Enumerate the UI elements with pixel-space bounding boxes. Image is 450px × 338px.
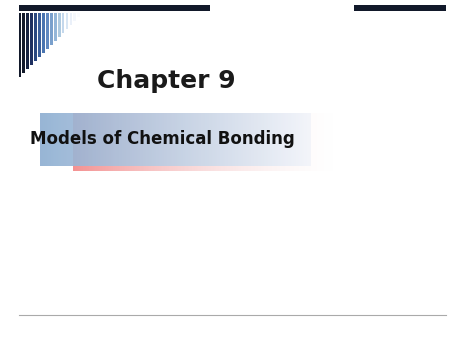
- Bar: [34, 13, 37, 61]
- Bar: [42, 13, 45, 53]
- Bar: [54, 13, 57, 41]
- Bar: [46, 13, 49, 49]
- Bar: [62, 13, 64, 33]
- Bar: [22, 13, 25, 73]
- Bar: [27, 13, 29, 69]
- Text: Chapter 9: Chapter 9: [97, 69, 236, 93]
- Bar: [354, 5, 446, 11]
- Bar: [77, 13, 80, 17]
- Bar: [18, 5, 210, 11]
- Bar: [50, 13, 53, 45]
- Bar: [66, 13, 68, 29]
- Bar: [73, 13, 76, 21]
- Bar: [30, 13, 33, 65]
- Bar: [18, 13, 21, 77]
- Text: Models of Chemical Bonding: Models of Chemical Bonding: [30, 130, 294, 148]
- Bar: [38, 13, 41, 57]
- Bar: [58, 13, 61, 37]
- Bar: [69, 13, 72, 25]
